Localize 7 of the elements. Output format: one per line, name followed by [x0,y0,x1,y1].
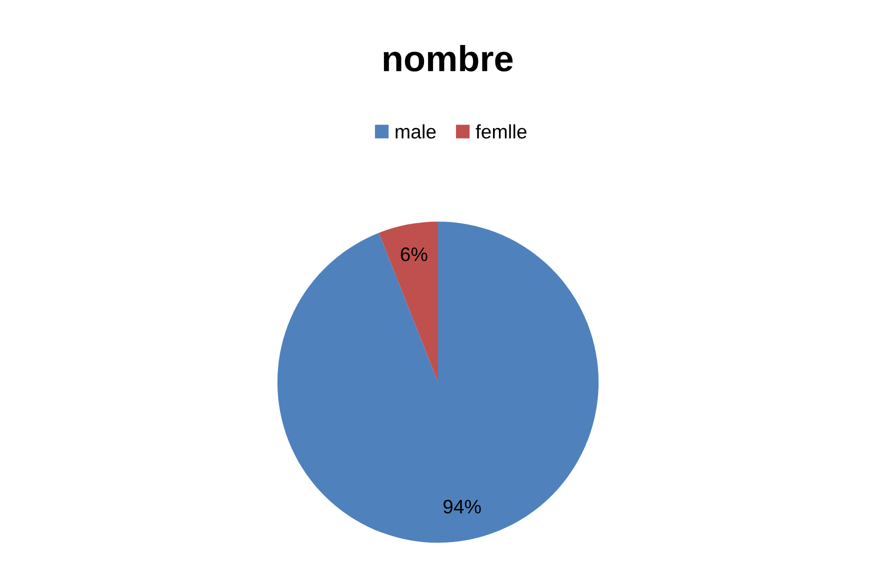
pie-slice [277,222,599,543]
data-label: 6% [400,247,428,262]
pie-slice [378,222,438,382]
data-label: 94% [444,500,481,514]
chart-title: nombre [384,44,513,72]
legend-label: male [396,124,436,139]
legend-label: femlle [476,124,526,139]
